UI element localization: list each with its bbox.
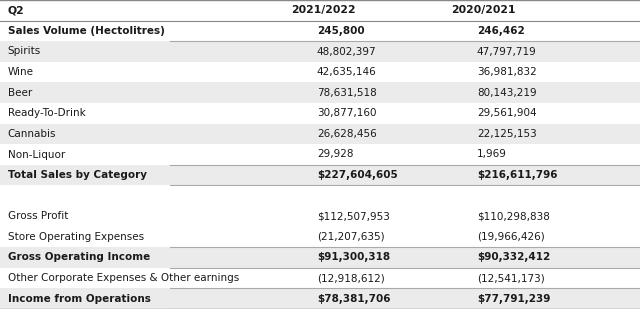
Bar [0,124,640,144]
Bar [0,206,640,226]
Text: 1,969: 1,969 [477,150,507,159]
Text: Sales Volume (Hectolitres): Sales Volume (Hectolitres) [8,26,164,36]
Text: $77,791,239: $77,791,239 [477,294,550,304]
Text: 78,631,518: 78,631,518 [317,88,376,98]
Text: Other Corporate Expenses & Other earnings: Other Corporate Expenses & Other earning… [8,273,239,283]
Text: $90,332,412: $90,332,412 [477,252,550,263]
Text: 47,797,719: 47,797,719 [477,46,536,57]
Bar [0,144,640,165]
Text: Cannabis: Cannabis [8,129,56,139]
Bar [0,0,640,21]
Text: Income from Operations: Income from Operations [8,294,150,304]
Text: Spirits: Spirits [8,46,41,57]
Bar [0,226,640,247]
Text: Store Operating Expenses: Store Operating Expenses [8,232,144,242]
Bar [0,288,640,309]
Bar [0,185,640,206]
Text: Total Sales by Category: Total Sales by Category [8,170,147,180]
Text: Non-Liquor: Non-Liquor [8,150,65,159]
Text: $110,298,838: $110,298,838 [477,211,550,221]
Bar [0,41,640,62]
Text: $112,507,953: $112,507,953 [317,211,390,221]
Text: 80,143,219: 80,143,219 [477,88,536,98]
Text: 30,877,160: 30,877,160 [317,108,376,118]
Text: $78,381,706: $78,381,706 [317,294,390,304]
Bar [0,268,640,288]
Text: 29,561,904: 29,561,904 [477,108,536,118]
Text: (12,918,612): (12,918,612) [317,273,385,283]
Text: (12,541,173): (12,541,173) [477,273,545,283]
Text: 245,800: 245,800 [317,26,364,36]
Bar [0,103,640,124]
Text: 26,628,456: 26,628,456 [317,129,376,139]
Text: Q2: Q2 [8,5,24,15]
Text: $227,604,605: $227,604,605 [317,170,397,180]
Text: Beer: Beer [8,88,32,98]
Text: 29,928: 29,928 [317,150,353,159]
Text: 2021/2022: 2021/2022 [291,5,355,15]
Text: 36,981,832: 36,981,832 [477,67,536,77]
Text: Ready-To-Drink: Ready-To-Drink [8,108,85,118]
Text: 22,125,153: 22,125,153 [477,129,536,139]
Text: 2020/2021: 2020/2021 [451,5,515,15]
Text: Gross Profit: Gross Profit [8,211,68,221]
Text: $91,300,318: $91,300,318 [317,252,390,263]
Text: $216,611,796: $216,611,796 [477,170,557,180]
Text: Wine: Wine [8,67,34,77]
Bar [0,165,640,185]
Bar [0,83,640,103]
Bar [0,62,640,83]
Text: 42,635,146: 42,635,146 [317,67,376,77]
Text: Gross Operating Income: Gross Operating Income [8,252,150,263]
Text: 246,462: 246,462 [477,26,525,36]
Text: 48,802,397: 48,802,397 [317,46,376,57]
Text: (19,966,426): (19,966,426) [477,232,545,242]
Bar [0,247,640,268]
Text: (21,207,635): (21,207,635) [317,232,385,242]
Bar [0,21,640,41]
